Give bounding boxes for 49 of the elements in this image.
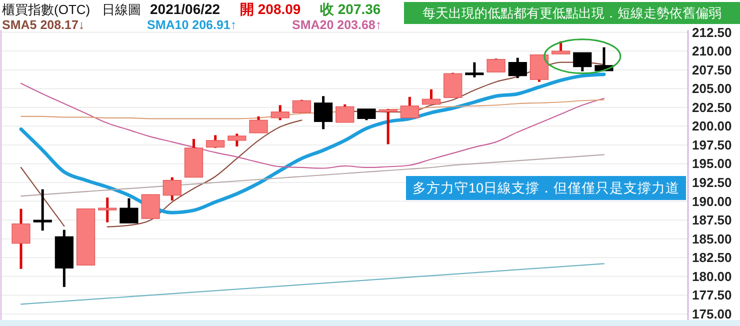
candlestick [400, 96, 419, 120]
candlestick [378, 108, 398, 146]
candlestick [12, 208, 30, 270]
text: 收 207.36 [320, 1, 381, 17]
y-tick-label: 180.00 [692, 268, 732, 284]
text: SMA20 203.68↑ [292, 18, 382, 32]
line-series [20, 263, 605, 305]
y-tick-label: 175.00 [692, 306, 732, 322]
text: 開 208.09 [240, 1, 301, 17]
candlestick [292, 98, 312, 114]
chart-title: 櫃買指數(OTC) [2, 2, 90, 17]
candlestick [249, 115, 268, 134]
candlestick [508, 56, 527, 80]
text: 每天出現的低點都有更低點出現．短線走勢依舊偏弱 [422, 6, 722, 20]
y-tick-label: 177.50 [692, 288, 732, 303]
candlestick [33, 188, 52, 232]
y-tick-label: 190.00 [692, 194, 732, 209]
candlestick [206, 134, 225, 150]
candlestick [270, 104, 290, 122]
annotation: 多方力守10日線支撐．但僅僅只是支撐力道 [412, 180, 680, 196]
y-tick-label: 212.50 [692, 24, 732, 40]
y-tick-label: 187.50 [692, 212, 732, 228]
candlestick [552, 40, 570, 56]
text: 2021/06/22 [150, 1, 220, 17]
candlestick [314, 94, 333, 130]
line-series [20, 82, 605, 169]
y-tick-label: 185.00 [692, 231, 732, 246]
candlestick [357, 108, 376, 122]
y-tick-label: 207.50 [692, 62, 732, 78]
y-tick-label: 195.00 [692, 156, 732, 172]
candlestick [422, 88, 441, 106]
y-tick-label: 192.50 [692, 175, 732, 190]
candlestick [120, 197, 138, 224]
y-tick-label: 200.00 [692, 118, 732, 134]
y-tick-label: 205.00 [692, 81, 732, 96]
candlestick [162, 176, 182, 202]
y-tick-label: 197.50 [692, 137, 732, 152]
y-tick-label: 182.50 [692, 250, 732, 266]
text: SMA10 206.91↑ [147, 18, 237, 32]
candlestick [336, 103, 354, 124]
y-tick-label: 202.50 [692, 100, 732, 115]
candlestick [228, 132, 246, 148]
y-tick-label: 210.00 [692, 44, 732, 59]
text: SMA5 208.17↓ [2, 18, 85, 32]
chart-subtitle: 日線圖 [102, 2, 141, 17]
candlestick [486, 57, 506, 74]
candlestick [573, 51, 592, 73]
candlestick [98, 196, 117, 224]
candlestick [465, 61, 484, 79]
